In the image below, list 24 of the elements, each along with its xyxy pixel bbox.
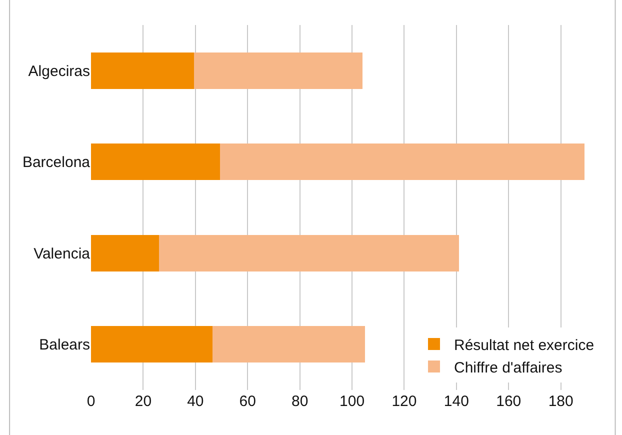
bar bbox=[91, 234, 159, 272]
x-tick-label: 80 bbox=[291, 393, 308, 410]
x-tick-label: 160 bbox=[496, 393, 522, 410]
legend-label: Résultat net exercice bbox=[454, 336, 594, 354]
bar bbox=[194, 52, 362, 89]
x-tick-label: 0 bbox=[86, 393, 96, 410]
legend-label: Chiffre d'affaires bbox=[454, 359, 562, 376]
bar bbox=[91, 326, 212, 363]
bar bbox=[91, 144, 220, 180]
x-tick-label: 20 bbox=[134, 393, 152, 410]
x-tick-label: 100 bbox=[340, 393, 365, 410]
x-tick-label: 140 bbox=[444, 393, 469, 410]
x-tick-label: 120 bbox=[392, 393, 417, 410]
y-tick-label: Barcelona bbox=[22, 154, 91, 172]
x-tick-label: 40 bbox=[187, 393, 204, 410]
bar bbox=[158, 234, 460, 272]
y-tick-label: Balears bbox=[39, 336, 90, 354]
bar bbox=[220, 144, 584, 180]
y-tick-label: Valencia bbox=[34, 245, 91, 262]
x-tick-label: 60 bbox=[239, 393, 256, 410]
bar bbox=[212, 326, 366, 363]
y-tick-label: Algeciras bbox=[28, 62, 90, 80]
bar bbox=[91, 52, 194, 89]
x-tick-label: 180 bbox=[548, 393, 574, 410]
